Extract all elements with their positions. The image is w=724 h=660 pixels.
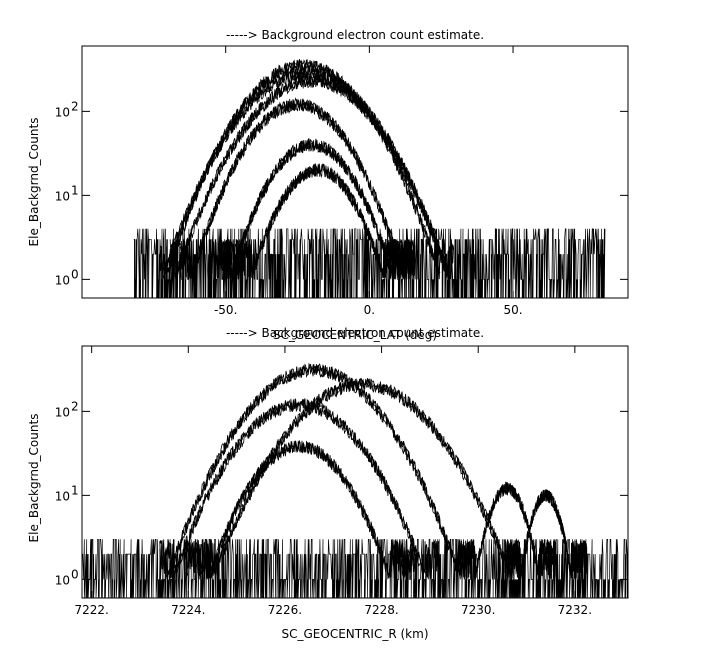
x-tick-label: 7232. <box>558 603 592 617</box>
y-tick-label: 10 <box>55 273 70 287</box>
x-tick-label: 7226. <box>268 603 302 617</box>
plot-frame <box>81 345 629 599</box>
chart-panel-r: -----> Background electron count estimat… <box>27 326 629 641</box>
arc-trace <box>184 440 415 580</box>
arc-trace <box>170 73 454 280</box>
data-traces <box>133 59 606 298</box>
arc-trace <box>159 66 454 280</box>
bump-trace <box>504 489 588 579</box>
arc-trace <box>165 363 463 579</box>
arc-trace <box>179 98 416 280</box>
arc-trace <box>208 137 415 280</box>
plot-frame <box>81 45 629 299</box>
y-tick-exponent: 1 <box>71 183 79 197</box>
x-tick-label: 7228. <box>364 603 398 617</box>
x-axis: -50. 0. 50. <box>214 46 523 317</box>
y-tick-label: 10 <box>55 573 70 587</box>
x-tick-label: 7224. <box>171 603 205 617</box>
x-tick-label: 7230. <box>461 603 495 617</box>
y-tick-exponent: 2 <box>71 399 79 413</box>
y-axis-label: Ele_Backgrnd_Counts <box>27 118 41 247</box>
arc-trace <box>224 163 411 279</box>
x-tick-label: -50. <box>214 303 237 317</box>
arc-trace <box>179 99 416 278</box>
arc-trace <box>205 378 519 580</box>
x-axis-label: SC_GEOCENTRIC_R (km) <box>282 627 429 641</box>
y-tick-label: 10 <box>55 105 70 119</box>
x-axis: 7222. 7224. 7226. 7228. 7230. 7232. <box>74 346 592 617</box>
y-axis-label: Ele_Backgrnd_Counts <box>27 414 41 543</box>
bump-trace <box>457 481 557 580</box>
x-tick-label: 50. <box>504 303 523 317</box>
y-tick-exponent: 1 <box>71 483 79 497</box>
arc-trace <box>208 138 415 280</box>
x-tick-label: 0. <box>364 303 375 317</box>
chart-title: -----> Background electron count estimat… <box>226 326 484 340</box>
chart-panel-lat: -----> Background electron count estimat… <box>27 28 629 342</box>
arc-trace <box>165 362 463 580</box>
arc-trace <box>165 363 463 579</box>
x-tick-label: 7222. <box>74 603 108 617</box>
y-tick-label: 10 <box>55 489 70 503</box>
x-axis-label: SC_GEOCENTRIC_LAT (deg) <box>273 328 437 342</box>
y-tick-exponent: 2 <box>71 99 79 113</box>
chart-title: -----> Background electron count estimat… <box>226 28 484 42</box>
y-tick-exponent: 0 <box>71 567 79 581</box>
arc-trace <box>159 398 440 579</box>
data-traces <box>82 362 628 598</box>
y-tick-exponent: 0 <box>71 267 79 281</box>
y-tick-label: 10 <box>55 405 70 419</box>
y-tick-label: 10 <box>55 189 70 203</box>
